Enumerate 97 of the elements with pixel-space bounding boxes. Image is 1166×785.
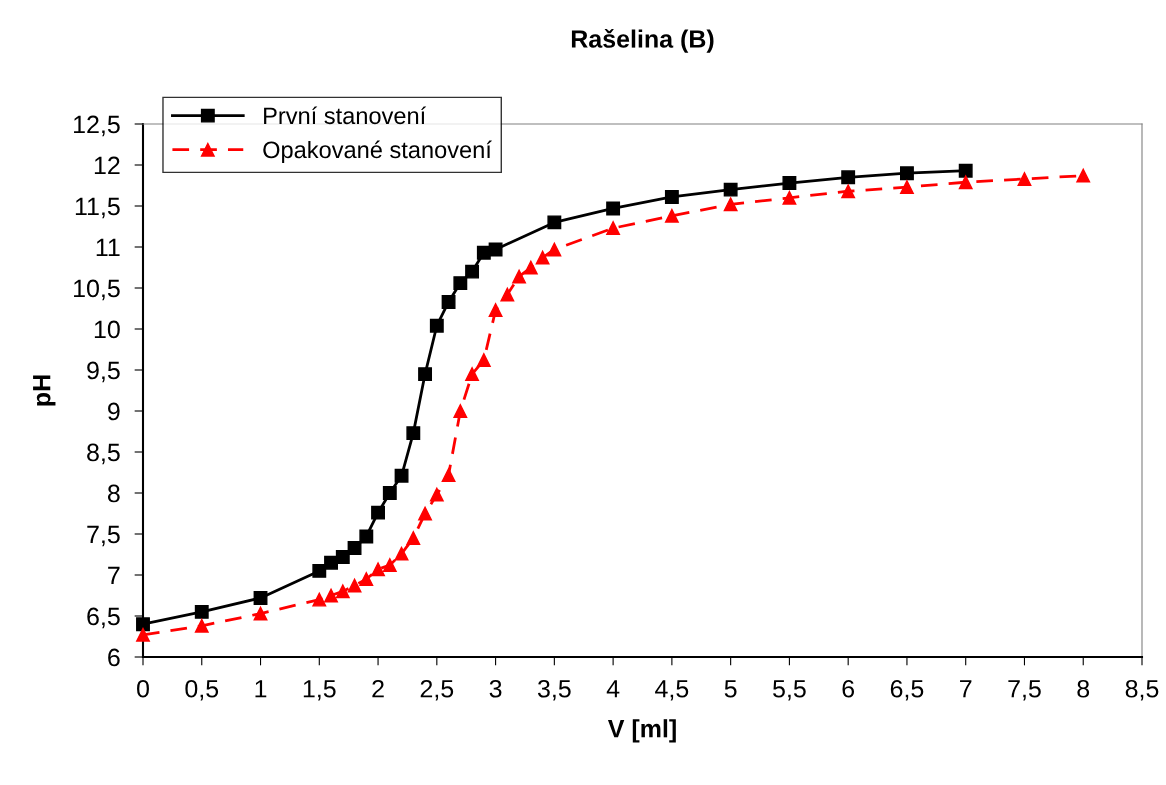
point [194,604,209,619]
point [394,468,409,483]
y-tick-label: 9 [108,402,120,421]
y-tick-label: 12,5 [74,115,120,137]
point [324,555,338,570]
point [418,506,433,521]
point [1076,168,1091,183]
point [136,627,150,642]
point [723,182,738,197]
x-tick-label: 6,5 [890,679,924,701]
x-tick-label: 4 [606,680,620,698]
point [253,606,268,621]
y-tick-label: 12 [94,156,120,175]
point [841,170,856,185]
point [371,505,386,520]
x-tick-label: 5 [724,680,737,698]
point [547,215,562,230]
x-tick-label: 8 [1077,679,1090,698]
point [312,563,327,578]
point [382,486,397,500]
point [406,426,421,441]
x-tick-label: 5,5 [773,680,806,701]
point [476,245,491,260]
point [664,190,679,204]
point [500,287,515,302]
y-tick-label: 7 [108,566,120,585]
point [253,591,268,605]
point [335,550,350,564]
x-tick-label: 2 [372,679,384,698]
point [441,294,456,309]
y-tick-label: 8,5 [87,443,120,465]
point [488,303,503,318]
point [465,367,480,382]
y-tick-label: 10,5 [74,279,120,301]
point [347,540,362,555]
x-tick-label: 3,5 [537,679,571,701]
point [606,221,621,236]
x-tick-label: 6 [842,679,855,698]
point [958,175,973,190]
point [535,250,550,265]
y-tick-label: 8 [107,484,120,503]
x-tick-label: 0 [137,679,149,698]
point [547,242,562,257]
y-tick-label: 7,5 [87,525,120,547]
point [453,276,468,291]
x-tick-label: 1,5 [303,680,336,701]
point [664,208,679,223]
point [476,353,491,368]
point [359,572,374,587]
point [335,584,350,599]
point [512,269,527,284]
point [523,260,538,275]
y-axis-title: pH [33,375,56,406]
point [394,546,409,561]
point [429,487,444,502]
point [899,166,914,181]
x-tick-label: 2,5 [420,679,454,701]
point [899,180,914,195]
point [841,184,856,199]
point [441,468,456,482]
x-tick-label: 0,5 [185,679,219,701]
point [347,578,362,593]
point [723,197,738,212]
point [782,190,797,205]
point [465,264,480,279]
x-tick-label: 8,5 [1125,679,1159,701]
point [382,558,397,573]
y-tick-label: 6,5 [87,607,120,629]
chart-title: Rašelina (B) [571,28,714,53]
point [406,531,421,546]
y-tick-label: 11 [96,238,120,257]
point [606,201,621,216]
x-tick-label: 4,5 [655,680,689,701]
point [136,617,150,632]
x-tick-label: 3 [489,679,502,698]
y-tick-label: 11,5 [75,197,120,219]
point [1017,171,1032,186]
legend-label: První stanovení [264,106,427,125]
point [371,562,386,577]
y-tick-label: 9,5 [87,361,120,383]
point [418,367,433,382]
point [488,242,503,257]
y-tick-label: 6 [108,648,120,667]
x-axis-title: V [ml] [607,719,676,743]
point [429,318,444,333]
point [359,529,374,544]
point [312,592,327,607]
x-tick-label: 7,5 [1008,680,1041,701]
point [958,163,973,178]
point [324,588,338,603]
point [782,176,797,190]
point [453,404,468,418]
y-tick-label: 10 [94,320,120,339]
legend-label: Opakované stanovení [263,140,492,163]
point [194,618,209,633]
x-tick-label: 7 [960,680,972,698]
x-tick-label: 1 [255,680,267,698]
